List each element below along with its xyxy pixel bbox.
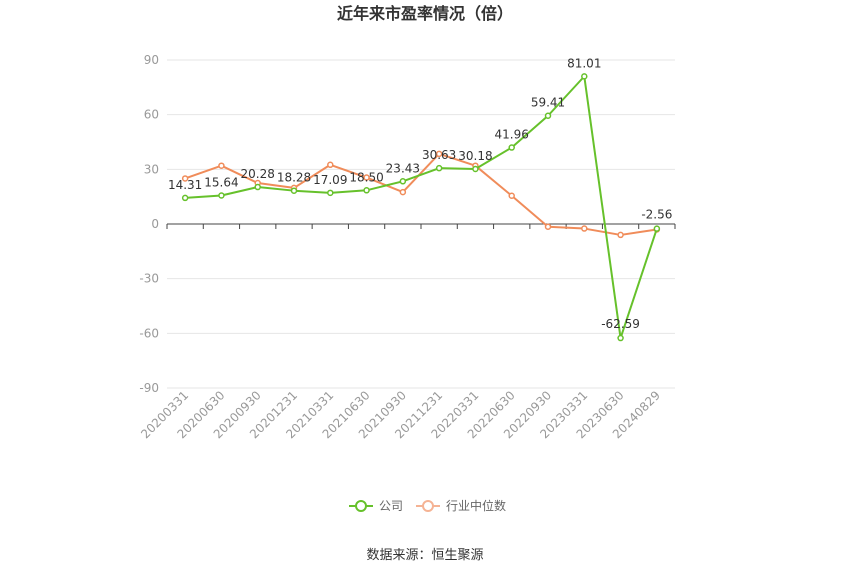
source-note: 数据来源：恒生聚源	[366, 548, 483, 563]
series-point-1[interactable]	[544, 223, 552, 230]
series-point-1[interactable]	[508, 192, 515, 200]
x-axis: 2020033120200630202009302020123120210331…	[138, 224, 676, 441]
data-label: 81.01	[567, 56, 601, 70]
y-axis: 90 60 30 0 -30 -60 -90	[139, 53, 159, 395]
series-point-0[interactable]	[254, 183, 261, 191]
data-label: 30.18	[458, 149, 492, 163]
series-point-1[interactable]	[617, 231, 624, 239]
y-tick-label: -30	[139, 272, 159, 286]
series-line-1	[184, 152, 658, 236]
series-layer	[181, 73, 661, 342]
series-point-0[interactable]	[218, 192, 225, 199]
y-tick-label: 90	[144, 53, 159, 67]
series-point-1[interactable]	[218, 162, 225, 169]
series-point-0[interactable]	[363, 187, 370, 194]
legend-item-0[interactable]: 公司	[349, 499, 403, 513]
series-point-1[interactable]	[581, 225, 588, 232]
y-tick-label: -60	[139, 326, 159, 340]
series-point-0[interactable]	[581, 73, 588, 80]
series-point-0[interactable]	[472, 165, 479, 173]
data-label: 17.09	[313, 173, 347, 187]
data-label: 18.50	[349, 170, 383, 184]
data-label: 30.63	[422, 148, 456, 162]
series-point-0[interactable]	[399, 178, 407, 185]
series-point-1[interactable]	[181, 175, 189, 182]
legend-swatch-marker	[355, 500, 367, 512]
data-label: 41.96	[495, 128, 529, 142]
legend-label: 公司	[379, 499, 403, 513]
data-label: 15.64	[204, 176, 238, 190]
series-point-1[interactable]	[399, 188, 407, 196]
legend[interactable]: 公司 行业中位数	[349, 498, 506, 513]
series-point-0[interactable]	[290, 187, 298, 194]
data-label: 59.41	[531, 96, 565, 110]
legend-swatch-marker	[422, 500, 434, 512]
series-point-0[interactable]	[508, 144, 515, 151]
chart-title: 近年来市盈率情况（倍）	[337, 4, 513, 23]
y-tick-label: 30	[144, 162, 159, 176]
data-label: -62.59	[601, 317, 640, 331]
series-point-0[interactable]	[327, 189, 334, 197]
legend-label: 行业中位数	[446, 498, 506, 513]
y-tick-label: 60	[144, 108, 159, 122]
data-label: 23.43	[386, 161, 420, 175]
series-point-1[interactable]	[363, 174, 370, 181]
series-point-1[interactable]	[435, 150, 443, 158]
y-tick-label: -90	[139, 381, 159, 395]
data-label: 18.28	[277, 171, 311, 185]
legend-item-1[interactable]: 行业中位数	[416, 498, 506, 513]
series-point-0[interactable]	[544, 112, 552, 119]
data-label: 14.31	[168, 178, 202, 192]
series-point-0[interactable]	[617, 334, 624, 342]
series-point-0[interactable]	[435, 164, 443, 172]
data-label: 20.28	[241, 167, 275, 181]
series-point-0[interactable]	[653, 225, 661, 232]
series-line-0	[185, 75, 658, 340]
data-label: -2.56	[641, 208, 672, 222]
series-point-1[interactable]	[327, 161, 334, 169]
series-point-0[interactable]	[181, 194, 189, 202]
y-tick-label: 0	[151, 217, 159, 231]
grid-lines	[167, 59, 675, 389]
